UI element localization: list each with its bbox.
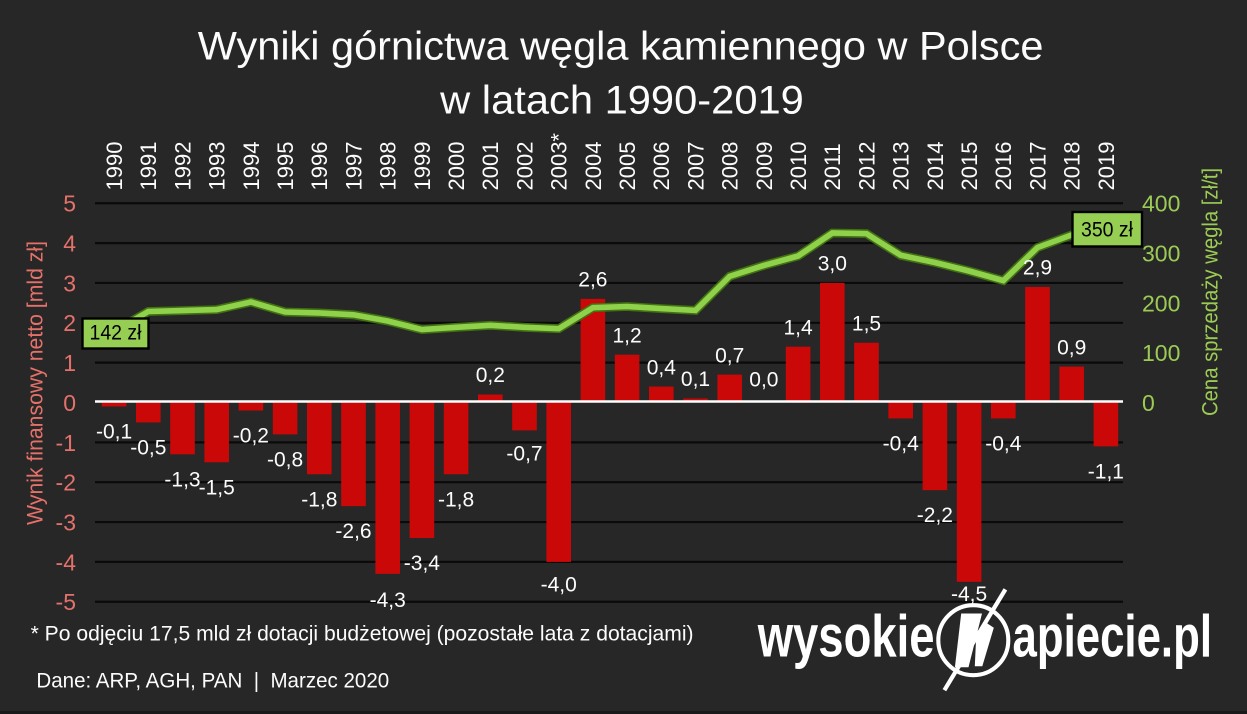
svg-text:0,2: 0,2 [476,364,505,387]
svg-text:-5: -5 [56,589,76,615]
svg-text:2000: 2000 [444,142,469,191]
svg-text:-0,5: -0,5 [130,436,166,459]
svg-text:wysokie: wysokie [757,604,935,670]
svg-text:2015: 2015 [957,142,982,191]
svg-text:-1,8: -1,8 [301,488,337,511]
svg-text:1,4: 1,4 [783,316,813,339]
svg-text:300: 300 [1142,240,1180,266]
svg-text:-3: -3 [56,509,76,535]
svg-text:400: 400 [1142,191,1180,217]
svg-text:-4,0: -4,0 [541,574,577,597]
svg-text:2019: 2019 [1094,142,1119,191]
svg-text:2012: 2012 [854,142,879,191]
svg-text:1993: 1993 [205,142,230,191]
svg-text:-2: -2 [56,470,76,496]
svg-text:1999: 1999 [410,142,435,191]
svg-text:-0,1: -0,1 [96,421,132,444]
svg-text:-0,2: -0,2 [233,425,269,448]
svg-text:-0,4: -0,4 [883,432,920,455]
svg-text:2008: 2008 [718,142,743,191]
svg-text:1: 1 [63,350,76,376]
svg-text:350 zł: 350 zł [1081,219,1133,242]
svg-text:2011: 2011 [820,143,845,190]
svg-text:2017: 2017 [1025,142,1050,191]
svg-text:-4,5: -4,5 [951,583,987,606]
svg-text:1991: 1991 [136,142,161,191]
svg-text:-2,2: -2,2 [917,504,953,527]
svg-text:2010: 2010 [786,142,811,191]
svg-text:2: 2 [63,310,76,336]
svg-text:* Po odjęciu 17,5 mld zł dotac: * Po odjęciu 17,5 mld zł dotacji budżeto… [31,623,694,646]
svg-text:2016: 2016 [991,142,1016,191]
svg-text:2002: 2002 [512,142,537,191]
svg-text:-4,3: -4,3 [370,589,406,612]
svg-text:2009: 2009 [752,142,777,191]
svg-text:-1: -1 [56,430,76,456]
svg-text:2004: 2004 [581,142,606,191]
svg-text:2,9: 2,9 [1023,257,1052,280]
svg-text:1992: 1992 [170,142,195,191]
svg-text:0,9: 0,9 [1057,336,1086,359]
svg-text:-1,1: -1,1 [1088,460,1124,483]
svg-text:1994: 1994 [239,142,264,191]
svg-text:2018: 2018 [1060,142,1085,191]
svg-text:1990: 1990 [102,142,127,191]
svg-text:2014: 2014 [923,142,948,191]
svg-text:-4: -4 [56,549,77,575]
svg-text:2007: 2007 [683,142,708,191]
svg-text:2006: 2006 [649,142,674,191]
svg-text:-1,5: -1,5 [199,476,235,499]
svg-text:-0,8: -0,8 [267,448,303,471]
svg-text:2005: 2005 [615,142,640,191]
svg-text:1998: 1998 [376,142,401,191]
svg-text:-0,7: -0,7 [506,443,542,466]
svg-text:0: 0 [1142,390,1155,416]
svg-text:100: 100 [1142,340,1180,366]
svg-text:Wyniki górnictwa węgla kamienn: Wyniki górnictwa węgla kamiennego w Pols… [198,25,1044,69]
svg-text:3: 3 [63,270,76,296]
svg-text:200: 200 [1142,290,1180,316]
svg-text:1,2: 1,2 [612,324,641,347]
svg-text:1,5: 1,5 [852,312,881,335]
svg-text:-0,4: -0,4 [985,432,1022,455]
svg-text:1996: 1996 [307,142,332,191]
svg-text:Wynik finansowy netto [mld zł]: Wynik finansowy netto [mld zł] [23,241,48,525]
svg-text:w latach 1990-2019: w latach 1990-2019 [439,78,804,122]
svg-text:0: 0 [63,390,76,416]
svg-text:4: 4 [63,231,76,257]
svg-text:Cena sprzedaży węgla [zł/t]: Cena sprzedaży węgla [zł/t] [1198,168,1223,416]
svg-text:0,1: 0,1 [681,368,710,391]
svg-text:2003*: 2003* [547,133,572,191]
svg-text:5: 5 [63,191,76,217]
svg-text:0,7: 0,7 [715,344,744,367]
svg-text:2001: 2001 [478,142,503,191]
svg-text:3,0: 3,0 [818,253,847,276]
svg-text:-1,8: -1,8 [438,488,474,511]
svg-text:0,4: 0,4 [647,356,677,379]
svg-text:-2,6: -2,6 [335,520,371,543]
svg-text:0,0: 0,0 [749,369,778,392]
svg-text:1995: 1995 [273,142,298,191]
svg-text:Dane: ARP, AGH, PAN | Marzec: Dane: ARP, AGH, PAN | Marzec 2020 [36,669,389,692]
svg-text:-1,3: -1,3 [164,468,200,491]
svg-text:apiecie.pl: apiecie.pl [1013,604,1213,670]
svg-text:2013: 2013 [889,142,914,191]
svg-text:1997: 1997 [341,142,366,191]
svg-text:142 zł: 142 zł [90,322,142,345]
svg-text:-3,4: -3,4 [404,552,441,575]
svg-text:2,6: 2,6 [578,269,607,292]
